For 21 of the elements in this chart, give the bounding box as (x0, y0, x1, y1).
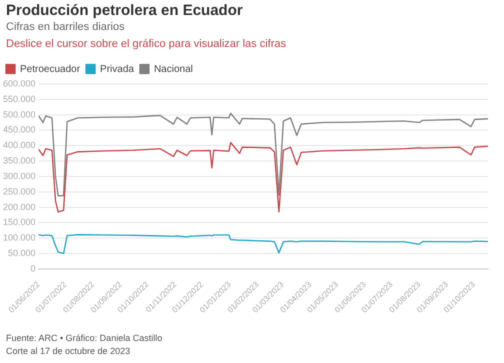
legend-label: Privada (100, 64, 134, 75)
y-tick-label: 50.000 (8, 248, 36, 258)
y-tick-label: 100.000 (2, 232, 36, 243)
y-tick-label: 350.000 (2, 156, 36, 166)
chart-subtitle: Cifras en barriles diarios (6, 21, 125, 33)
text: Corte al 17 de octubre de 2023 (6, 345, 132, 358)
chart-title: Producción petrolera en Ecuador (6, 2, 243, 19)
y-tick-label: 500.000 (2, 109, 36, 120)
y-tick-label: 150.000 (2, 217, 36, 228)
text: Deslice el cursor sobre el gráfico para visualizar las cifras (6, 38, 286, 50)
legend-label: Nacional (154, 64, 193, 75)
y-tick-label: 550.000 (2, 94, 36, 104)
y-tick-label: 600.000 (2, 78, 36, 88)
y-tick-label: 200.000 (2, 202, 36, 212)
source-note: Fuente: ARC • Gráfico: Daniela Castillo (6, 332, 162, 345)
y-tick-label: 0 (30, 263, 36, 274)
y-tick-label: 250.000 (2, 186, 36, 196)
y-tick-label: 450.000 (2, 124, 36, 135)
y-tick-label: 300.000 (2, 170, 36, 181)
legend-label: Petroecuador (20, 64, 81, 75)
y-tick-label: 400.000 (2, 140, 36, 150)
